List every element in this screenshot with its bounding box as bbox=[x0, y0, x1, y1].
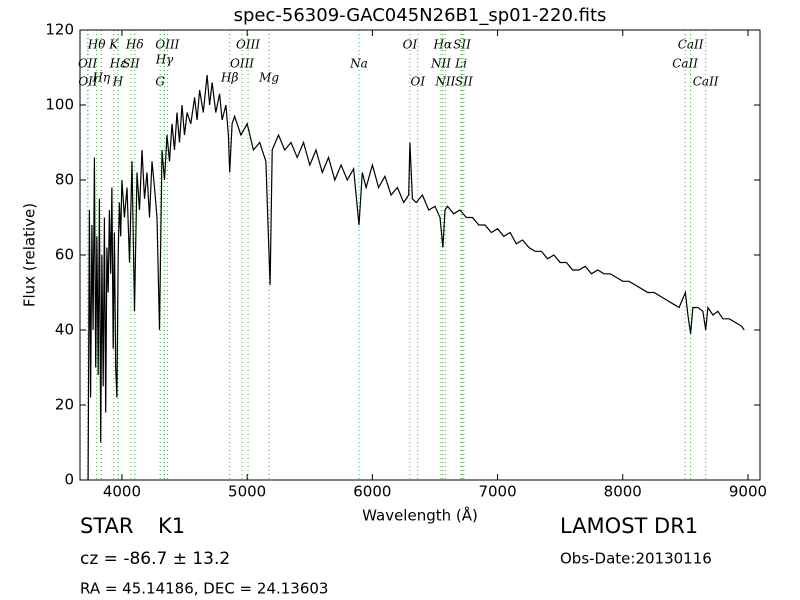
x-tick-label: 4000 bbox=[103, 483, 141, 501]
redshift: cz = -86.7 ± 13.2 bbox=[80, 549, 230, 569]
x-tick-label: 9000 bbox=[729, 483, 767, 501]
spectral-line-label: H bbox=[112, 75, 124, 89]
spectral-line-label: K bbox=[108, 38, 119, 52]
x-tick-label: 8000 bbox=[604, 483, 642, 501]
spectral-line-label: CaII bbox=[678, 38, 704, 52]
obs-date: Obs-Date:20130116 bbox=[560, 550, 712, 568]
spectral-line-label: NII bbox=[434, 75, 455, 89]
spectral-line-label: Hε bbox=[109, 57, 127, 71]
spectral-line-label: SII bbox=[453, 38, 471, 52]
spectral-line-label: SII bbox=[455, 75, 473, 89]
spectral-line-label: Li bbox=[454, 57, 467, 71]
spectral-line-label: OI bbox=[411, 75, 426, 89]
spectral-line-label: CaII bbox=[693, 75, 719, 89]
coordinates: RA = 45.14186, DEC = 24.13603 bbox=[80, 580, 328, 598]
spectral-line-label: G bbox=[155, 75, 165, 89]
y-tick-label: 40 bbox=[55, 321, 74, 339]
spectral-line-label: Hβ bbox=[220, 71, 238, 85]
spectral-line-label: Hγ bbox=[155, 53, 174, 67]
spectral-line-label: OIII bbox=[236, 38, 260, 52]
spectral-line-label: Na bbox=[349, 57, 368, 71]
y-tick-label: 20 bbox=[55, 396, 74, 414]
spectral-line-label: Mg bbox=[258, 71, 279, 85]
x-tick-label: 6000 bbox=[353, 483, 391, 501]
spectral-line-label: Hη bbox=[91, 71, 110, 85]
spectral-line-label: OI bbox=[403, 38, 418, 52]
chart-title: spec-56309-GAC045N26B1_sp01-220.fits bbox=[234, 5, 607, 26]
spectral-line-label: SII bbox=[122, 57, 140, 71]
spectral-line-label: Hθ bbox=[87, 38, 106, 52]
subclass: K1 bbox=[158, 514, 185, 538]
spectral-line-label: OII bbox=[78, 57, 98, 71]
y-tick-label: 80 bbox=[55, 171, 74, 189]
x-tick-label: 7000 bbox=[478, 483, 516, 501]
spectral-line-label: Hα bbox=[433, 38, 453, 52]
object-class: STAR bbox=[80, 514, 133, 538]
spectral-line-label: Hδ bbox=[125, 38, 144, 52]
spectral-line-label: CaII bbox=[672, 57, 698, 71]
y-tick-label: 0 bbox=[64, 471, 74, 489]
y-tick-label: 100 bbox=[45, 96, 74, 114]
spectral-line-label: NII bbox=[430, 57, 451, 71]
y-tick-label: 120 bbox=[45, 21, 74, 39]
survey: LAMOST DR1 bbox=[560, 514, 698, 538]
spectral-line-label: OIII bbox=[230, 57, 254, 71]
x-axis-label: Wavelength (Å) bbox=[362, 506, 478, 525]
y-tick-label: 60 bbox=[55, 246, 74, 264]
y-axis-label: Flux (relative) bbox=[21, 203, 39, 307]
spectral-line-label: OII bbox=[78, 75, 98, 89]
x-tick-label: 5000 bbox=[228, 483, 266, 501]
spectral-line-label: OIII bbox=[155, 38, 179, 52]
spectrum bbox=[87, 74, 745, 481]
